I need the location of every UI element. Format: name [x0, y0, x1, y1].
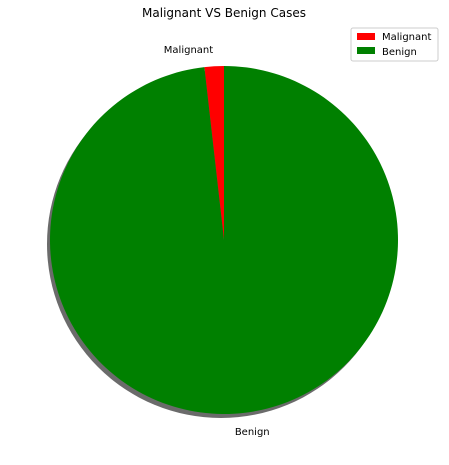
legend: Malignant Benign: [350, 27, 439, 62]
pie-slice-malignant: [204, 66, 224, 240]
legend-swatch-malignant: [357, 33, 375, 40]
pie-area: Malignant Benign: [47, 45, 399, 438]
legend-label-benign: Benign: [382, 47, 417, 58]
chart-title: Malignant VS Benign Cases: [142, 6, 306, 20]
slice-label-benign: Benign: [235, 427, 270, 438]
slice-label-malignant: Malignant: [164, 45, 213, 56]
pie-slice-benign: [50, 66, 399, 414]
legend-swatch-benign: [357, 47, 375, 54]
legend-label-malignant: Malignant: [382, 32, 431, 43]
